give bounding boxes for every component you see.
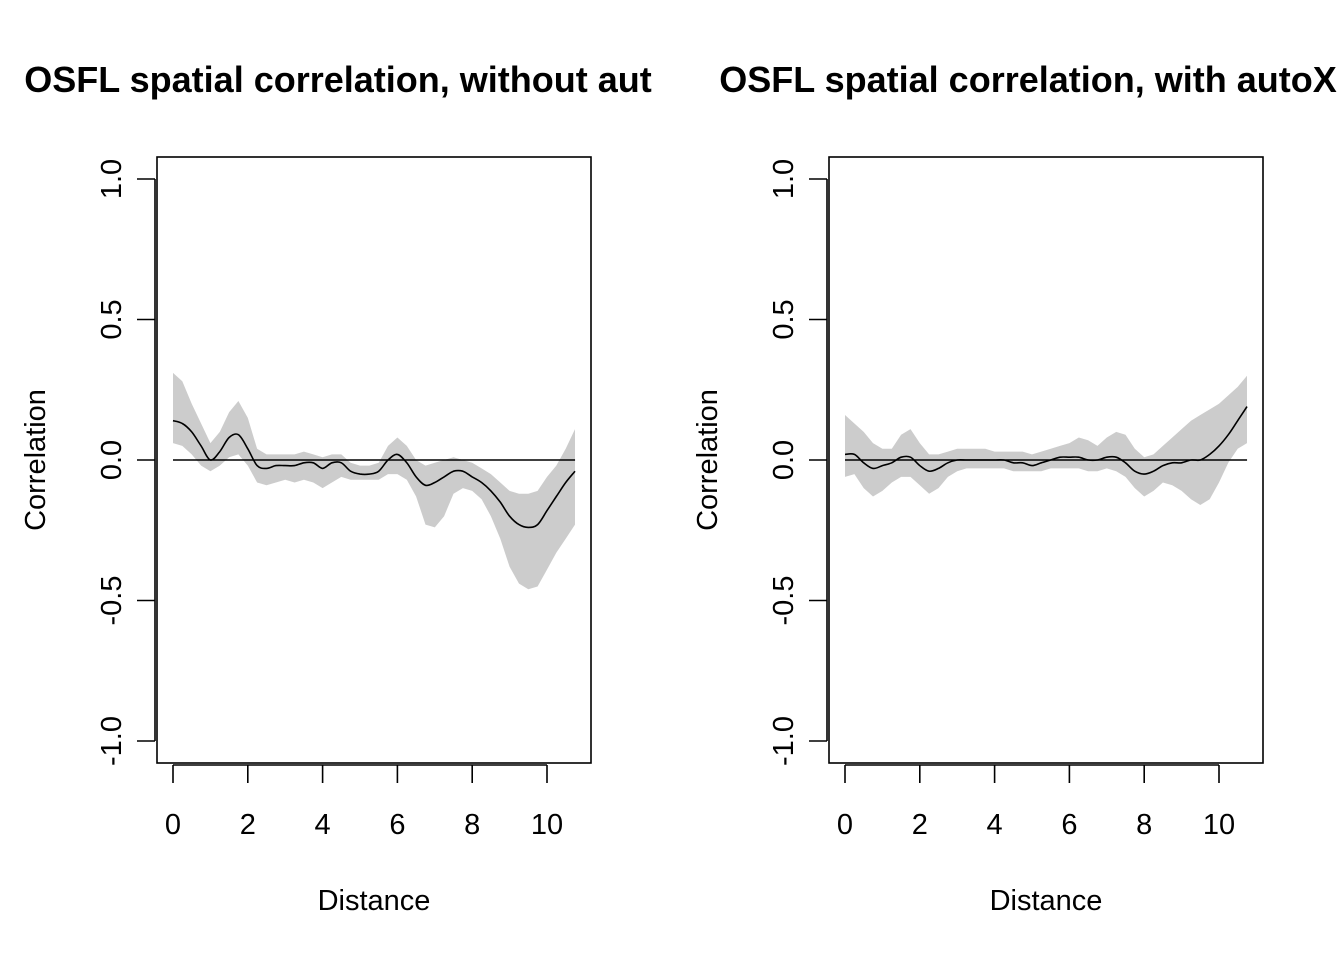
y-tick-label: -1.0 bbox=[96, 716, 128, 766]
y-tick-label: -0.5 bbox=[96, 576, 128, 626]
x-tick-label: 2 bbox=[240, 809, 256, 841]
y-tick-label: -0.5 bbox=[768, 576, 800, 626]
x-tick-label: 0 bbox=[837, 809, 853, 841]
y-axis: -1.0 -0.5 0.0 0.5 1.0 Correlation bbox=[692, 159, 828, 766]
x-tick-label: 2 bbox=[912, 809, 928, 841]
chart-title: OSFL spatial correlation, with autoX bbox=[719, 59, 1336, 100]
x-axis-label: Distance bbox=[990, 885, 1103, 917]
y-tick-label: -1.0 bbox=[768, 716, 800, 766]
y-axis: -1.0 -0.5 0.0 0.5 1.0 Correlation bbox=[20, 159, 156, 766]
y-tick-label: 1.0 bbox=[768, 159, 800, 199]
x-tick-label: 10 bbox=[531, 809, 563, 841]
y-tick-label: 0.5 bbox=[96, 299, 128, 339]
x-tick-label: 4 bbox=[987, 809, 1003, 841]
x-tick-label: 4 bbox=[315, 809, 331, 841]
correlation-line bbox=[844, 406, 1248, 475]
confidence-band bbox=[173, 372, 575, 590]
x-tick-label: 0 bbox=[165, 809, 181, 841]
x-axis: 0 2 4 6 8 10 Distance bbox=[837, 764, 1235, 917]
plot-area bbox=[172, 372, 576, 590]
plot-panel-2: OSFL spatial correlation, with autoX 0 2 4 6… bbox=[692, 59, 1337, 917]
x-tick-label: 8 bbox=[1136, 809, 1152, 841]
y-tick-label: 0.0 bbox=[768, 440, 800, 480]
x-tick-label: 10 bbox=[1203, 809, 1235, 841]
confidence-band bbox=[845, 375, 1247, 505]
plot-frame bbox=[156, 156, 592, 764]
correlation-line bbox=[172, 419, 576, 529]
y-axis-label: Correlation bbox=[692, 389, 724, 531]
x-tick-label: 6 bbox=[389, 809, 405, 841]
plot-panel-1: OSFL spatial correlation, without aut 0 2 4… bbox=[20, 59, 652, 917]
y-tick-label: 0.5 bbox=[768, 299, 800, 339]
x-axis: 0 2 4 6 8 10 Distance bbox=[165, 764, 563, 917]
x-axis-label: Distance bbox=[318, 885, 431, 917]
chart-title: OSFL spatial correlation, without aut bbox=[24, 59, 651, 100]
y-axis-label: Correlation bbox=[20, 389, 52, 531]
x-tick-label: 8 bbox=[464, 809, 480, 841]
plot-frame bbox=[828, 156, 1264, 764]
plot-area bbox=[844, 375, 1248, 505]
y-tick-label: 1.0 bbox=[96, 159, 128, 199]
y-tick-label: 0.0 bbox=[96, 440, 128, 480]
x-tick-label: 6 bbox=[1061, 809, 1077, 841]
